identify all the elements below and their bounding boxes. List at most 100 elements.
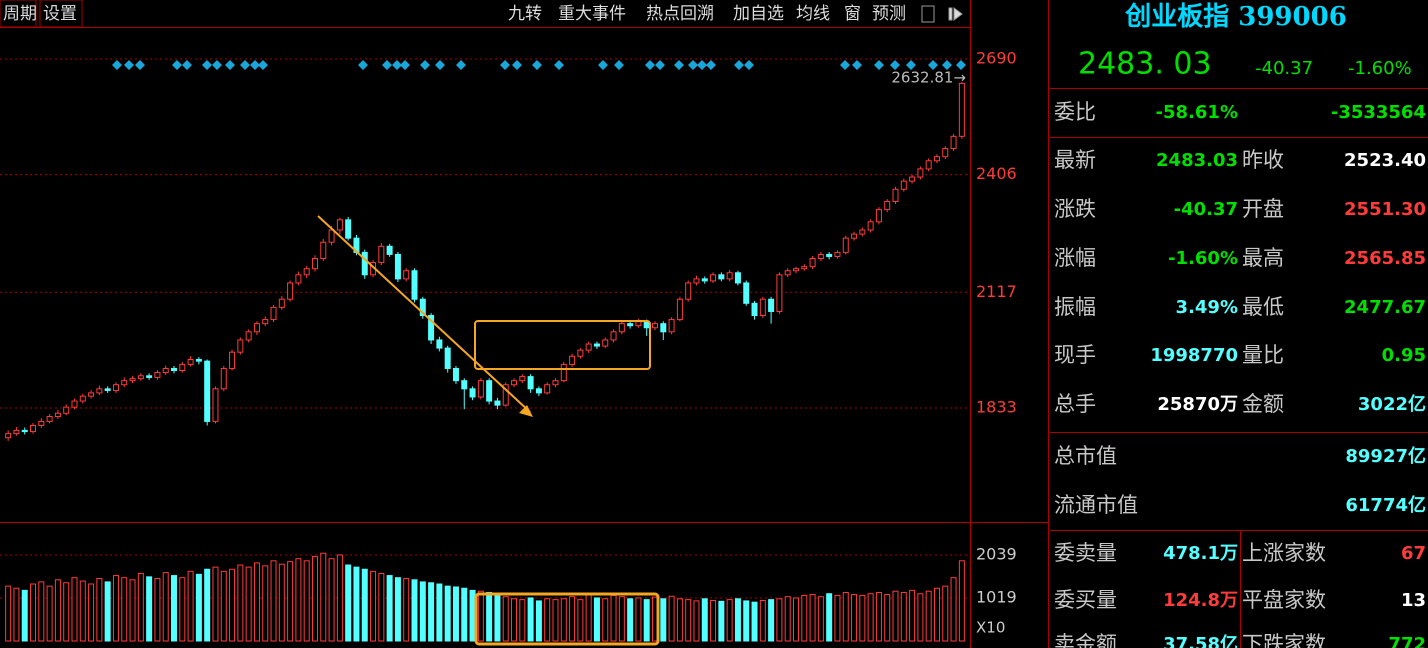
volume-bar xyxy=(851,594,858,642)
candle-body xyxy=(30,424,37,433)
volume-bar xyxy=(618,596,625,642)
candle-body xyxy=(204,360,211,422)
candle-body xyxy=(917,168,924,178)
candle-body xyxy=(635,321,642,327)
candle-body xyxy=(552,380,559,386)
volume-bar xyxy=(137,572,144,642)
volume-bar xyxy=(519,599,526,642)
candle-body xyxy=(759,298,766,317)
volume-bar xyxy=(627,598,634,642)
candle-body xyxy=(311,258,318,270)
field-value: 2551.30 xyxy=(1344,199,1426,220)
volume-bar xyxy=(278,563,285,642)
candle-body xyxy=(718,274,725,280)
volume-bar xyxy=(593,597,600,642)
candle-body xyxy=(411,270,418,300)
toolbar-label: 重大事件 xyxy=(558,4,626,24)
candle-body xyxy=(660,323,667,333)
field-value: -40.37 xyxy=(1174,199,1238,220)
field-value: -1.60% xyxy=(1168,248,1238,269)
candle-body xyxy=(270,306,277,321)
volume-bar xyxy=(718,600,725,642)
volume-bar xyxy=(212,566,219,642)
candle-body xyxy=(262,319,269,325)
field-label: 涨幅 xyxy=(1054,246,1096,270)
field-value: 67 xyxy=(1401,543,1426,564)
field-value: 2483.03 xyxy=(1156,150,1238,171)
candle-body xyxy=(544,384,551,394)
field-label: 振幅 xyxy=(1054,295,1096,319)
volume-bar xyxy=(635,597,642,642)
volume-bar xyxy=(751,601,758,642)
candle-body xyxy=(826,253,833,257)
candle-body xyxy=(610,331,617,341)
volume-bar xyxy=(469,589,476,642)
y-tick-label: 2039 xyxy=(976,544,1017,563)
candle-body xyxy=(38,420,45,426)
unit-label: X10 xyxy=(976,619,1005,637)
candle-body xyxy=(676,298,683,321)
candle-body xyxy=(54,412,61,418)
volume-bar xyxy=(859,594,866,642)
field-value: 37.58亿 xyxy=(1163,633,1238,648)
volume-bar xyxy=(320,552,327,642)
volume-bar xyxy=(328,558,335,642)
volume-bar xyxy=(378,572,385,642)
volume-bar xyxy=(875,591,882,642)
volume-bar xyxy=(295,558,302,642)
candle-body xyxy=(743,282,750,304)
volume-bar xyxy=(411,579,418,642)
candle-body xyxy=(137,375,144,380)
volume-bar xyxy=(270,560,277,642)
volume-bar xyxy=(801,594,808,642)
field-label: 卖金额 xyxy=(1054,632,1117,648)
candle-body xyxy=(386,245,393,255)
field-label: 委比 xyxy=(1054,100,1096,124)
candle-body xyxy=(560,363,567,382)
toolbar-button[interactable] xyxy=(0,0,37,28)
volume-bar xyxy=(726,599,733,642)
volume-bar xyxy=(54,579,61,642)
candle-body xyxy=(494,400,501,406)
field-label: 开盘 xyxy=(1242,197,1284,221)
volume-bar xyxy=(179,577,186,642)
volume-bar xyxy=(502,596,509,642)
toolbar-button[interactable] xyxy=(39,0,83,28)
candle-body xyxy=(5,433,12,439)
candle-body xyxy=(295,274,302,284)
volume-bar xyxy=(21,589,28,642)
candle-body xyxy=(593,343,600,347)
volume-bar xyxy=(544,598,551,642)
candle-body xyxy=(121,380,128,386)
volume-bar xyxy=(386,575,393,642)
volume-bar xyxy=(220,570,227,642)
candle-body xyxy=(958,82,965,137)
volume-bar xyxy=(146,576,153,642)
y-tick-label: 2690 xyxy=(976,48,1017,67)
candle-body xyxy=(469,388,476,398)
volume-bar xyxy=(776,598,783,642)
candle-body xyxy=(303,268,310,276)
volume-bar xyxy=(668,595,675,642)
candle-body xyxy=(726,272,733,280)
volume-bar xyxy=(195,573,202,642)
field-value: 2523.40 xyxy=(1344,150,1426,171)
field-value: 478.1万 xyxy=(1163,543,1238,564)
volume-bar xyxy=(154,578,161,642)
candle-body xyxy=(627,323,634,327)
volume-bar xyxy=(477,590,484,642)
field-label: 最新 xyxy=(1054,148,1096,172)
volume-bar xyxy=(262,565,269,642)
volume-bar xyxy=(552,599,559,642)
candle-body xyxy=(511,380,518,386)
candle-body xyxy=(486,380,493,402)
volume-bar xyxy=(643,599,650,642)
field-label: 委买量 xyxy=(1054,588,1117,612)
toolbar-label: 设置 xyxy=(43,4,77,24)
quote-price: 2483. 03 xyxy=(1078,47,1212,82)
volume-bar xyxy=(129,579,136,642)
volume-bar xyxy=(743,600,750,642)
candle-body xyxy=(801,266,808,270)
candle-body xyxy=(46,416,53,422)
